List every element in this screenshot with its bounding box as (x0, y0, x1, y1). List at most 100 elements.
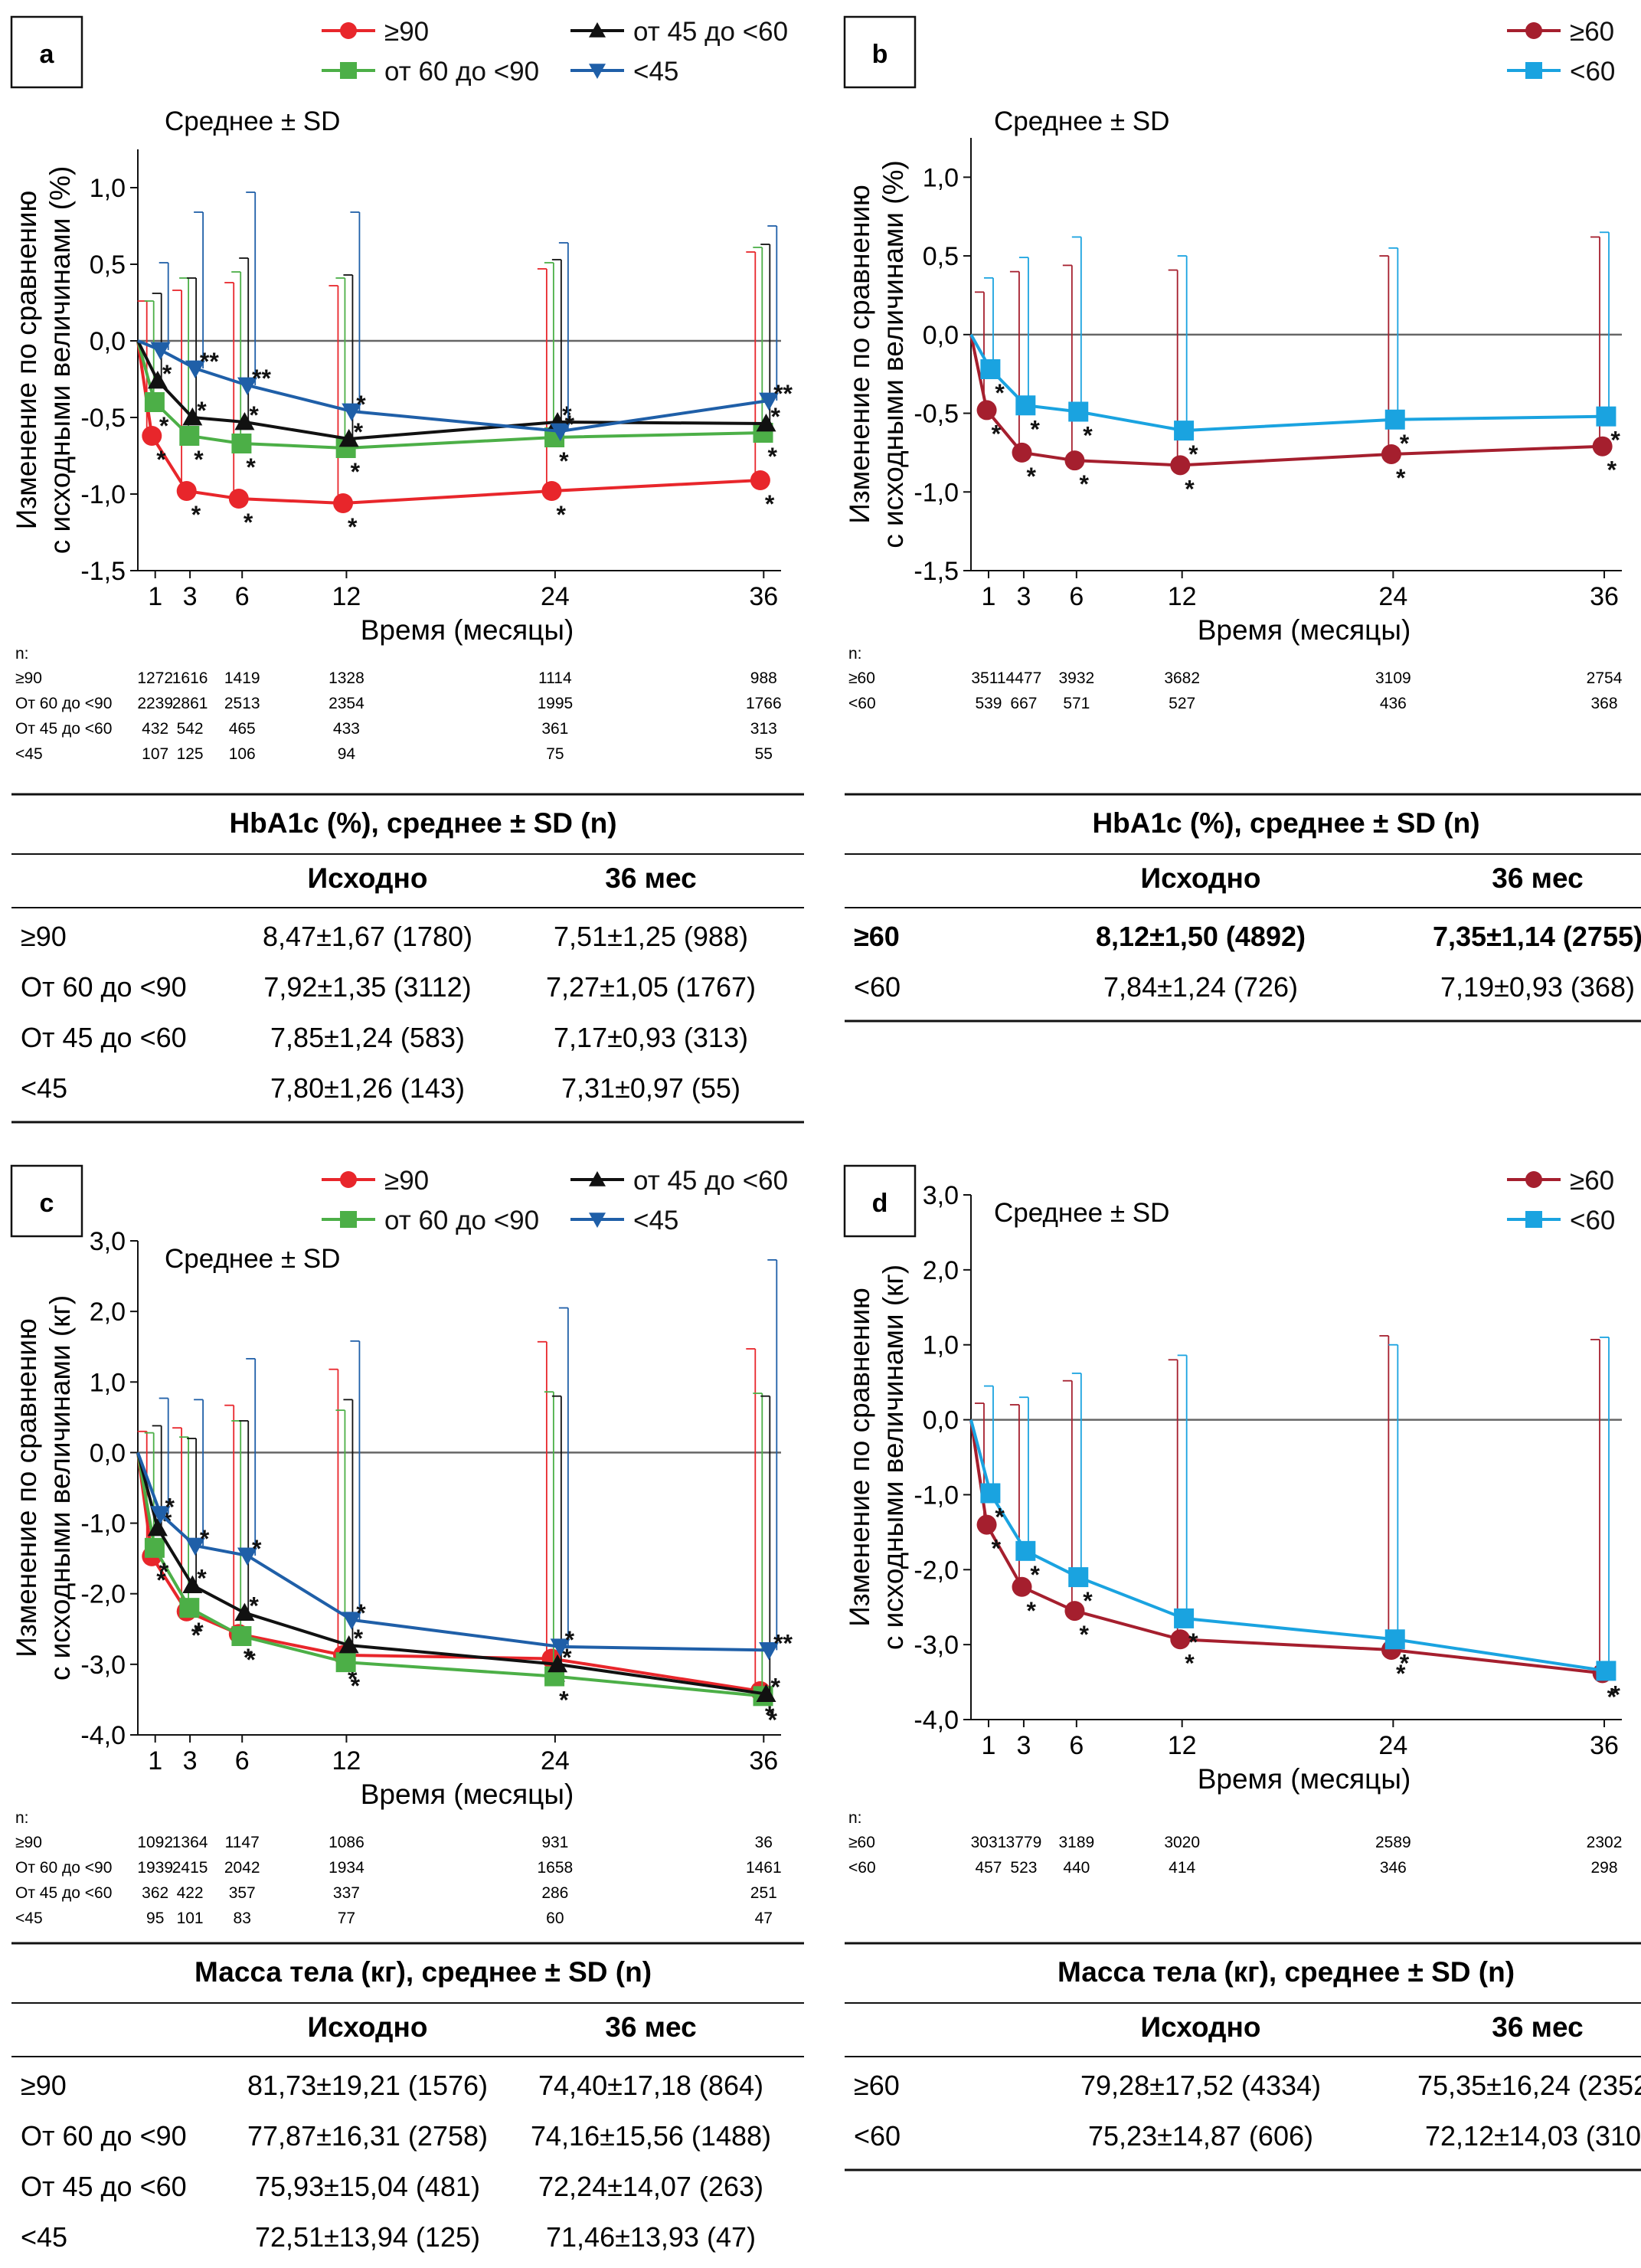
panel-c: c ≥90 от 60 до <90 от 45 до <60 <45 Среднее ±… (10, 1164, 804, 2253)
series-line (969, 333, 1607, 433)
table-cell: 72,24±14,07 (263) (538, 2171, 763, 2202)
n-row-label: ≥60 (848, 669, 875, 687)
significance-mark: * (197, 397, 207, 424)
table-cell: 72,51±13,94 (125) (255, 2221, 480, 2253)
n-value: 1461 (746, 1859, 782, 1877)
significance-mark: * (767, 443, 777, 470)
table-row-label: ≥60 (854, 2070, 900, 2101)
n-value: 2302 (1587, 1834, 1623, 1851)
table-cell: 75,35±16,24 (2352) (1417, 2070, 1641, 2101)
data-point (976, 400, 997, 421)
table-cell: 79,28±17,52 (4334) (1080, 2070, 1321, 2101)
legend-entry: от 45 до <60 (570, 1166, 788, 1196)
significance-mark: * (992, 420, 1002, 447)
significance-mark: * (354, 418, 364, 446)
n-value: 422 (177, 1884, 204, 1902)
x-tick-label: 3 (1016, 1731, 1031, 1760)
n-value: 251 (750, 1884, 777, 1902)
n-value: 125 (177, 745, 204, 763)
significance-mark: * (1083, 1587, 1093, 1615)
n-value: 1147 (225, 1834, 260, 1851)
data-point (1170, 455, 1191, 476)
significance-mark: * (1030, 415, 1040, 443)
n-value: 931 (541, 1834, 568, 1851)
y-tick-label: -1,0 (914, 1481, 959, 1510)
n-value: 539 (975, 695, 1002, 712)
legend-label: от 45 до <60 (633, 17, 788, 47)
y-axis-label: Изменение по сравнениюс исходными величи… (11, 1295, 76, 1681)
data-point (338, 429, 359, 447)
n-value: 457 (975, 1859, 1002, 1877)
n-row-label: <45 (15, 1910, 43, 1927)
legend-entry: от 45 до <60 (570, 17, 788, 47)
x-tick-label: 36 (1590, 582, 1619, 611)
x-tick-label: 12 (1168, 1731, 1197, 1760)
significance-mark: * (194, 446, 204, 473)
data-point (1012, 1576, 1032, 1597)
data-point (142, 426, 162, 446)
table-title: Масса тела (кг), среднее ± SD (n) (1057, 1956, 1515, 1988)
data-point (1174, 1608, 1195, 1628)
table-cell: 7,35±1,14 (2755) (1433, 921, 1641, 952)
significance-mark: * (1188, 440, 1198, 468)
table-cell: 71,46±13,93 (47) (546, 2221, 756, 2253)
table-row-label: ≥90 (21, 921, 67, 952)
y-tick-label: -2,0 (914, 1556, 959, 1585)
series-2: ****** (969, 1337, 1620, 1708)
table-cell: 77,87±16,31 (2758) (247, 2120, 488, 2152)
significance-mark: ** (773, 380, 793, 407)
data-point (1592, 436, 1613, 457)
x-tick-label: 1 (982, 582, 996, 611)
significance-mark: * (244, 509, 253, 536)
summary-table: Масса тела (кг), среднее ± SD (n) Исходно… (845, 1942, 1641, 2171)
data-point (231, 434, 252, 453)
legend-label: ≥90 (384, 1166, 429, 1196)
table-row-label: От 60 до <90 (21, 2120, 187, 2152)
series-4: ** *** ** (136, 1258, 793, 1661)
table-col-header: 36 мес (1492, 2011, 1583, 2043)
data-point (234, 412, 255, 430)
n-header: n: (848, 1809, 862, 1827)
n-value: 523 (1010, 1859, 1037, 1877)
series-1: ****** (969, 1335, 1617, 1710)
data-point (980, 1483, 1001, 1504)
significance-mark: * (1185, 475, 1195, 502)
table-col-header: Исходно (1141, 862, 1261, 894)
legend-label: <45 (633, 1206, 678, 1235)
data-point (976, 1514, 997, 1535)
table-title: HbA1c (%), среднее ± SD (n) (1092, 807, 1479, 839)
data-point (144, 1537, 165, 1558)
x-axis-label: Время (месяцы) (1198, 1763, 1411, 1795)
significance-mark: * (348, 513, 358, 541)
sd-annotation: Среднее ± SD (165, 106, 340, 136)
n-value: 1086 (329, 1834, 364, 1851)
table-cell: 74,16±15,56 (1488) (531, 2120, 771, 2152)
x-tick-label: 3 (183, 1746, 198, 1775)
y-tick-label: -1,0 (80, 1510, 126, 1539)
table-row-label: ≥90 (21, 2070, 67, 2101)
data-point (980, 359, 1001, 380)
n-value: 3020 (1164, 1834, 1200, 1851)
significance-mark: * (249, 1592, 259, 1620)
n-row-label: От 45 до <60 (15, 720, 112, 738)
series-2: ****** (136, 247, 777, 486)
n-value: 357 (229, 1884, 256, 1902)
n-value: 2589 (1375, 1834, 1411, 1851)
table-title: HbA1c (%), среднее ± SD (n) (229, 807, 616, 839)
n-value: 3109 (1375, 669, 1411, 687)
table-cell: 7,92±1,35 (3112) (263, 971, 471, 1003)
series-4: ******** (137, 191, 793, 441)
n-value: 83 (234, 1910, 251, 1927)
y-tick-label: 0,5 (90, 250, 126, 280)
panel-letter-box (843, 15, 917, 89)
n-value: 361 (541, 720, 568, 738)
n-value: 1658 (538, 1859, 574, 1877)
n-value: 3511 (971, 669, 1005, 687)
legend-entry: <45 (570, 1206, 678, 1235)
n-value: 1419 (224, 669, 260, 687)
panel-letter-box (843, 1164, 917, 1238)
table-col-header: Исходно (1141, 2011, 1261, 2043)
table-row-label: <60 (854, 971, 901, 1003)
n-row-label: <60 (848, 695, 876, 712)
n-value: 362 (142, 1884, 168, 1902)
